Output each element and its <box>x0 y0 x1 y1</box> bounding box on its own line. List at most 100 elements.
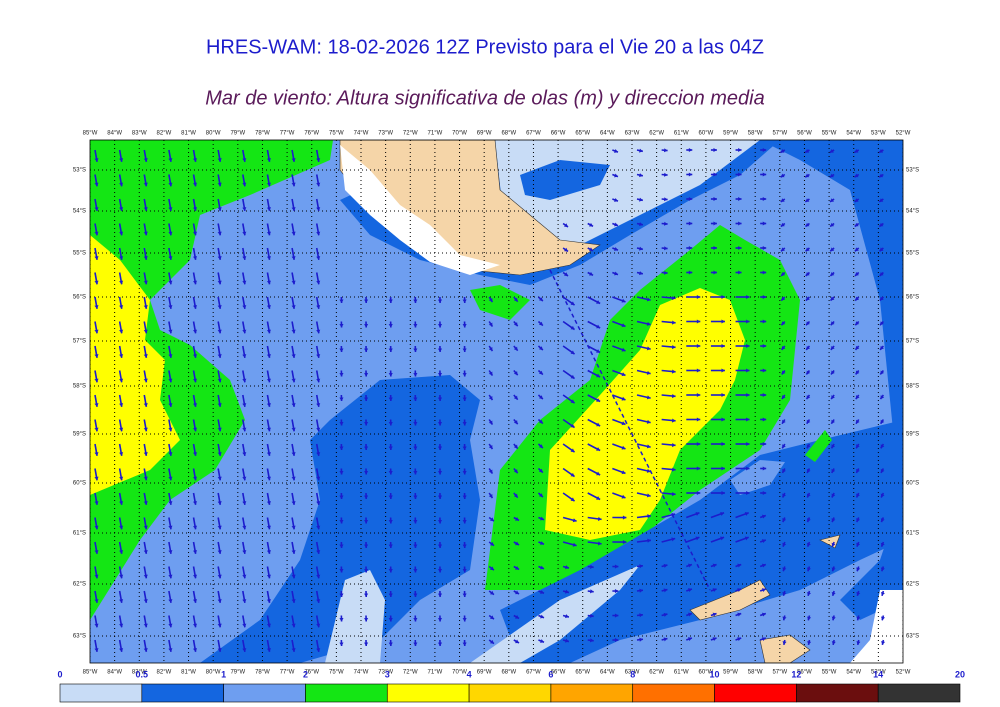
arrow-head <box>621 445 626 450</box>
lat-label: 61°S <box>906 531 919 537</box>
arrow-head <box>762 417 767 422</box>
arrow-head <box>854 149 859 153</box>
arrow-head <box>193 305 198 309</box>
lon-label: 71°W <box>428 670 443 676</box>
arrow-head <box>806 321 810 326</box>
arrow-head <box>388 519 393 524</box>
arrow-head <box>596 422 601 427</box>
arrow-head <box>688 196 693 202</box>
arrow-head <box>413 568 418 573</box>
arrow-head <box>437 323 443 328</box>
lon-label: 64°W <box>600 670 615 676</box>
arrow-head <box>639 564 643 569</box>
arrow-head <box>621 323 626 328</box>
arrow-head <box>762 343 767 349</box>
arrow-head <box>854 247 859 252</box>
arrow-head <box>143 648 148 652</box>
arrow-head <box>879 272 884 276</box>
arrow-head <box>94 231 99 236</box>
lon-label: 79°W <box>230 670 245 676</box>
arrow-head <box>807 591 812 596</box>
arrow-head <box>266 550 271 554</box>
lon-label: 85°W <box>83 131 98 137</box>
arrow-head <box>696 392 701 398</box>
arrow-head <box>782 641 787 645</box>
arrow-head <box>217 452 222 456</box>
arrow-head <box>316 525 321 530</box>
arrow-head <box>489 541 494 546</box>
arrow-head <box>119 182 124 187</box>
arrow-head <box>879 198 884 202</box>
lon-label: 68°W <box>501 131 516 137</box>
arrow-head <box>242 378 247 383</box>
lon-label: 83°W <box>132 131 147 137</box>
arrow-head <box>646 297 651 302</box>
arrow-head <box>143 207 148 211</box>
arrow-head <box>646 321 651 326</box>
arrow-head <box>168 623 173 628</box>
arrow-head <box>119 329 124 334</box>
arrow-head <box>437 446 443 450</box>
arrow-head <box>364 397 369 401</box>
arrow-head <box>94 207 99 211</box>
arrow-head <box>513 420 518 425</box>
arrow-head <box>880 591 885 596</box>
arrow-head <box>596 496 601 500</box>
arrow-head <box>388 642 393 646</box>
arrow-head <box>621 372 626 377</box>
arrow-head <box>855 370 860 375</box>
arrow-head <box>647 514 651 519</box>
arrow-head <box>413 642 418 646</box>
lon-label: 74°W <box>354 670 369 676</box>
arrow-head <box>193 476 198 481</box>
arrow-head <box>538 395 543 400</box>
arrow-head <box>614 197 618 202</box>
arrow-head <box>738 172 742 177</box>
arrow-head <box>266 231 271 236</box>
arrow-head <box>143 329 148 334</box>
arrow-head <box>143 574 148 579</box>
lon-label: 80°W <box>206 670 221 676</box>
arrow-head <box>721 490 725 496</box>
arrow-head <box>242 623 247 628</box>
arrow-head <box>266 452 271 456</box>
arrow-head <box>589 247 594 252</box>
arrow-head <box>831 444 836 449</box>
arrow-head <box>266 158 271 162</box>
arrow-head <box>538 297 543 302</box>
arrow-head <box>462 446 467 450</box>
arrow-head <box>168 158 173 162</box>
arrow-head <box>761 563 766 568</box>
arrow-head <box>806 542 811 547</box>
lon-label: 65°W <box>575 670 590 676</box>
arrow-head <box>316 231 321 236</box>
arrow-head <box>388 470 393 475</box>
arrow-head <box>291 231 296 236</box>
arrow-head <box>806 345 811 350</box>
arrow-head <box>316 305 321 309</box>
arrow-head <box>242 452 247 456</box>
lon-label: 69°W <box>477 131 492 137</box>
arrow-head <box>94 280 99 285</box>
arrow-head <box>855 272 859 276</box>
arrow-head <box>712 612 717 617</box>
lon-label: 71°W <box>428 131 443 137</box>
lat-label: 53°S <box>906 168 919 174</box>
arrow-head <box>515 516 520 521</box>
arrow-head <box>168 354 173 358</box>
arrow-head <box>266 207 271 211</box>
arrow-head <box>364 372 369 377</box>
arrow-head <box>119 158 124 162</box>
colorbar-bin <box>796 683 879 703</box>
arrow-head <box>762 368 767 373</box>
arrow-head <box>316 599 321 603</box>
arrow-head <box>881 641 886 645</box>
arrow-head <box>364 593 369 597</box>
arrow-head <box>242 550 247 554</box>
arrow-head <box>193 648 198 652</box>
arrow-head <box>880 419 885 424</box>
arrow-head <box>168 182 173 187</box>
arrow-head <box>488 469 493 474</box>
arrow-head <box>488 420 493 425</box>
lon-label: 81°W <box>181 131 196 137</box>
